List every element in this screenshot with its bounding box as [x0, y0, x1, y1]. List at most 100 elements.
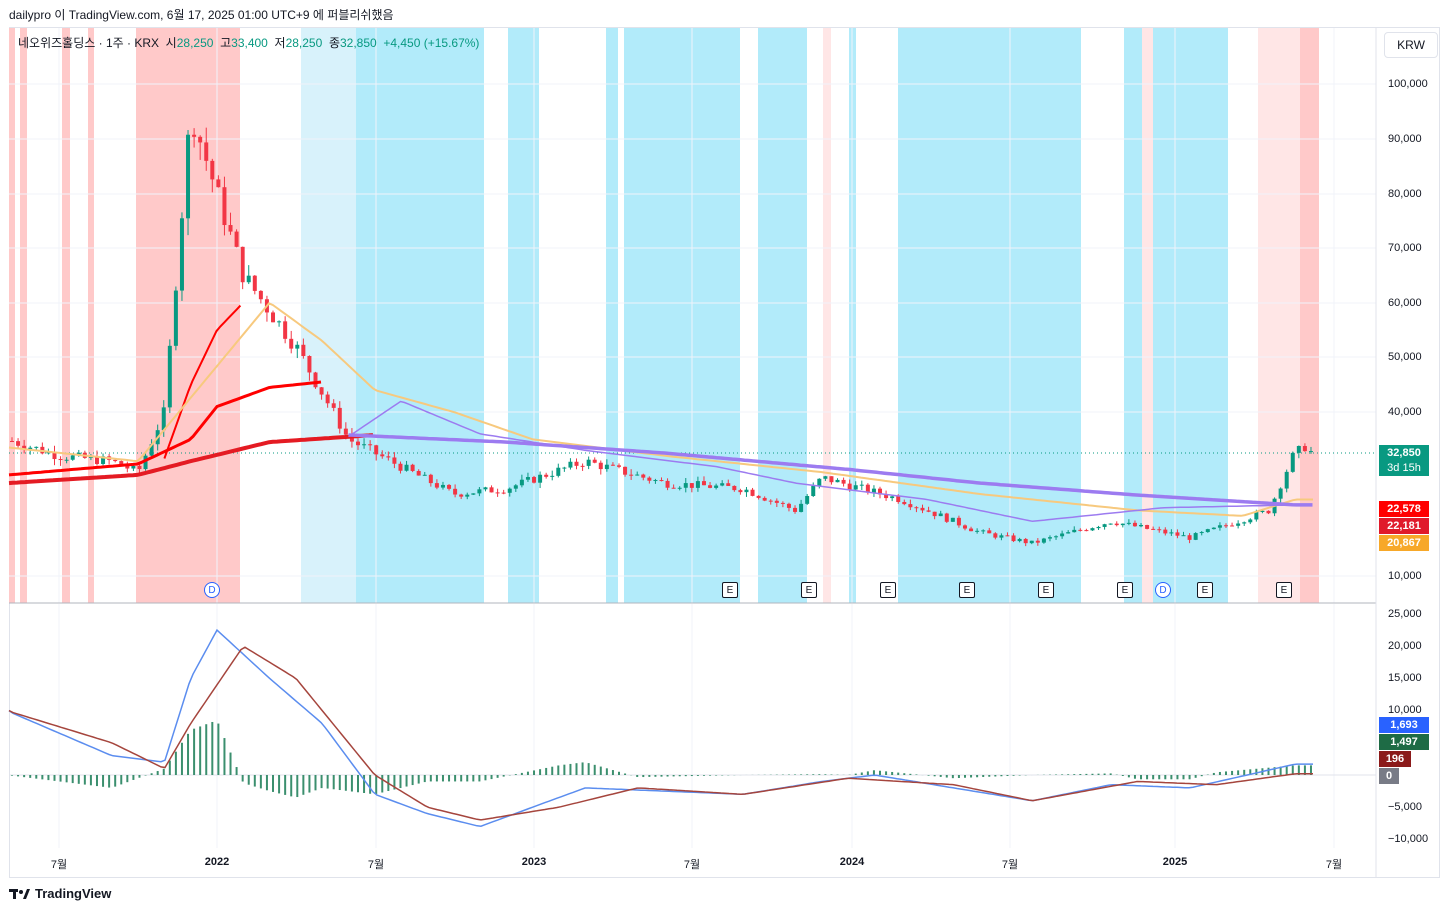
candle-body	[647, 477, 652, 481]
macd-line	[8, 628, 1313, 827]
candle-body	[532, 477, 537, 483]
earnings-marker[interactable]: E	[1117, 582, 1133, 598]
candle-body	[744, 489, 749, 493]
candle-body	[471, 493, 476, 495]
price-tick: 80,000	[1388, 188, 1422, 200]
earnings-marker[interactable]: E	[801, 582, 817, 598]
candle-body	[726, 483, 731, 486]
background-bands	[9, 28, 1319, 603]
symbol-name: 네오위즈홀딩스 · 1주 · KRX	[18, 36, 159, 50]
dividend-marker[interactable]: D	[1155, 582, 1171, 598]
earnings-marker[interactable]: E	[722, 582, 738, 598]
candle-body	[167, 345, 172, 408]
candle-body	[1242, 522, 1247, 524]
earnings-marker[interactable]: E	[1038, 582, 1054, 598]
time-tick: 2022	[204, 856, 230, 868]
candle-body	[210, 160, 215, 180]
candle-body	[544, 474, 549, 477]
candle-body	[1072, 529, 1077, 533]
candle-body	[398, 463, 403, 471]
earnings-marker[interactable]: E	[959, 582, 975, 598]
open-value: 28,250	[176, 36, 214, 50]
candle-body	[1132, 522, 1137, 527]
candle-body	[944, 513, 949, 522]
candle-body	[835, 479, 840, 483]
candle-body	[926, 510, 931, 512]
candle-body	[1199, 532, 1204, 534]
candle-body	[598, 462, 603, 470]
regime-band	[9, 28, 15, 603]
candle-body	[908, 504, 913, 508]
candle-body	[780, 502, 785, 504]
earnings-marker[interactable]: E	[1276, 582, 1292, 598]
candle-body	[143, 455, 148, 470]
candle-body	[374, 445, 379, 455]
candle-body	[28, 447, 33, 450]
candle-body	[258, 290, 263, 300]
candle-body	[1266, 510, 1271, 514]
ma-orange	[8, 302, 1313, 517]
candle-body	[962, 525, 967, 529]
earnings-marker[interactable]: E	[1197, 582, 1213, 598]
macd-tick: 20,000	[1388, 640, 1422, 652]
time-tick: 7월	[683, 859, 701, 871]
candle-body	[355, 441, 360, 446]
candle-body	[137, 465, 142, 470]
tradingview-logo[interactable]: TradingView	[9, 886, 111, 901]
candle-body	[362, 444, 367, 446]
candle-body	[689, 483, 694, 488]
candle-body	[507, 488, 512, 493]
candle-body	[113, 459, 118, 462]
candle-body	[343, 428, 348, 435]
candle-body	[125, 465, 130, 469]
price-tick: 70,000	[1388, 242, 1422, 254]
candle-body	[453, 488, 458, 495]
candle-body	[1023, 538, 1028, 544]
candle-body	[16, 441, 21, 446]
candle-body	[94, 456, 99, 464]
dividend-marker[interactable]: D	[204, 582, 220, 598]
candle-body	[1029, 540, 1034, 544]
candle-body	[1163, 529, 1168, 534]
candle-body	[950, 517, 955, 522]
macd-value-tag: 1,693	[1379, 717, 1429, 733]
ma-price-tag: 22,181	[1379, 518, 1429, 534]
candle-body	[793, 507, 798, 512]
ma-purple-thin	[348, 400, 1313, 523]
candle-body	[756, 495, 761, 498]
candle-body	[859, 484, 864, 486]
candle-body	[459, 494, 464, 497]
candle-body	[1090, 528, 1095, 531]
price-tick: 10,000	[1388, 570, 1422, 582]
candle-body	[404, 464, 409, 471]
candle-body	[119, 461, 124, 466]
ma-price-tag: 20,867	[1379, 535, 1429, 551]
candle-body	[501, 492, 506, 494]
candle-body	[1193, 533, 1198, 540]
candle-body	[22, 445, 27, 450]
candle-body	[277, 321, 282, 323]
candle-body	[416, 470, 421, 476]
candle-body	[811, 486, 816, 496]
candle-body	[981, 530, 986, 532]
bar-countdown-tag: 3d 15h	[1379, 460, 1429, 476]
candle-body	[131, 465, 136, 469]
candle-body	[720, 483, 725, 486]
candle-body	[319, 387, 324, 395]
macd-tick: 25,000	[1388, 608, 1422, 620]
candle-body	[271, 312, 276, 323]
candle-body	[1284, 471, 1289, 489]
candle-body	[1054, 536, 1059, 538]
candle-body	[1151, 528, 1156, 530]
candle-body	[198, 136, 203, 143]
currency-button[interactable]: KRW	[1384, 32, 1438, 58]
earnings-marker[interactable]: E	[880, 582, 896, 598]
candle-body	[975, 530, 980, 532]
candle-body	[1187, 535, 1192, 540]
candle-body	[1236, 523, 1241, 526]
candle-body	[513, 485, 518, 489]
candle-body	[495, 492, 500, 494]
candle-body	[325, 394, 330, 404]
candle-body	[829, 476, 834, 483]
